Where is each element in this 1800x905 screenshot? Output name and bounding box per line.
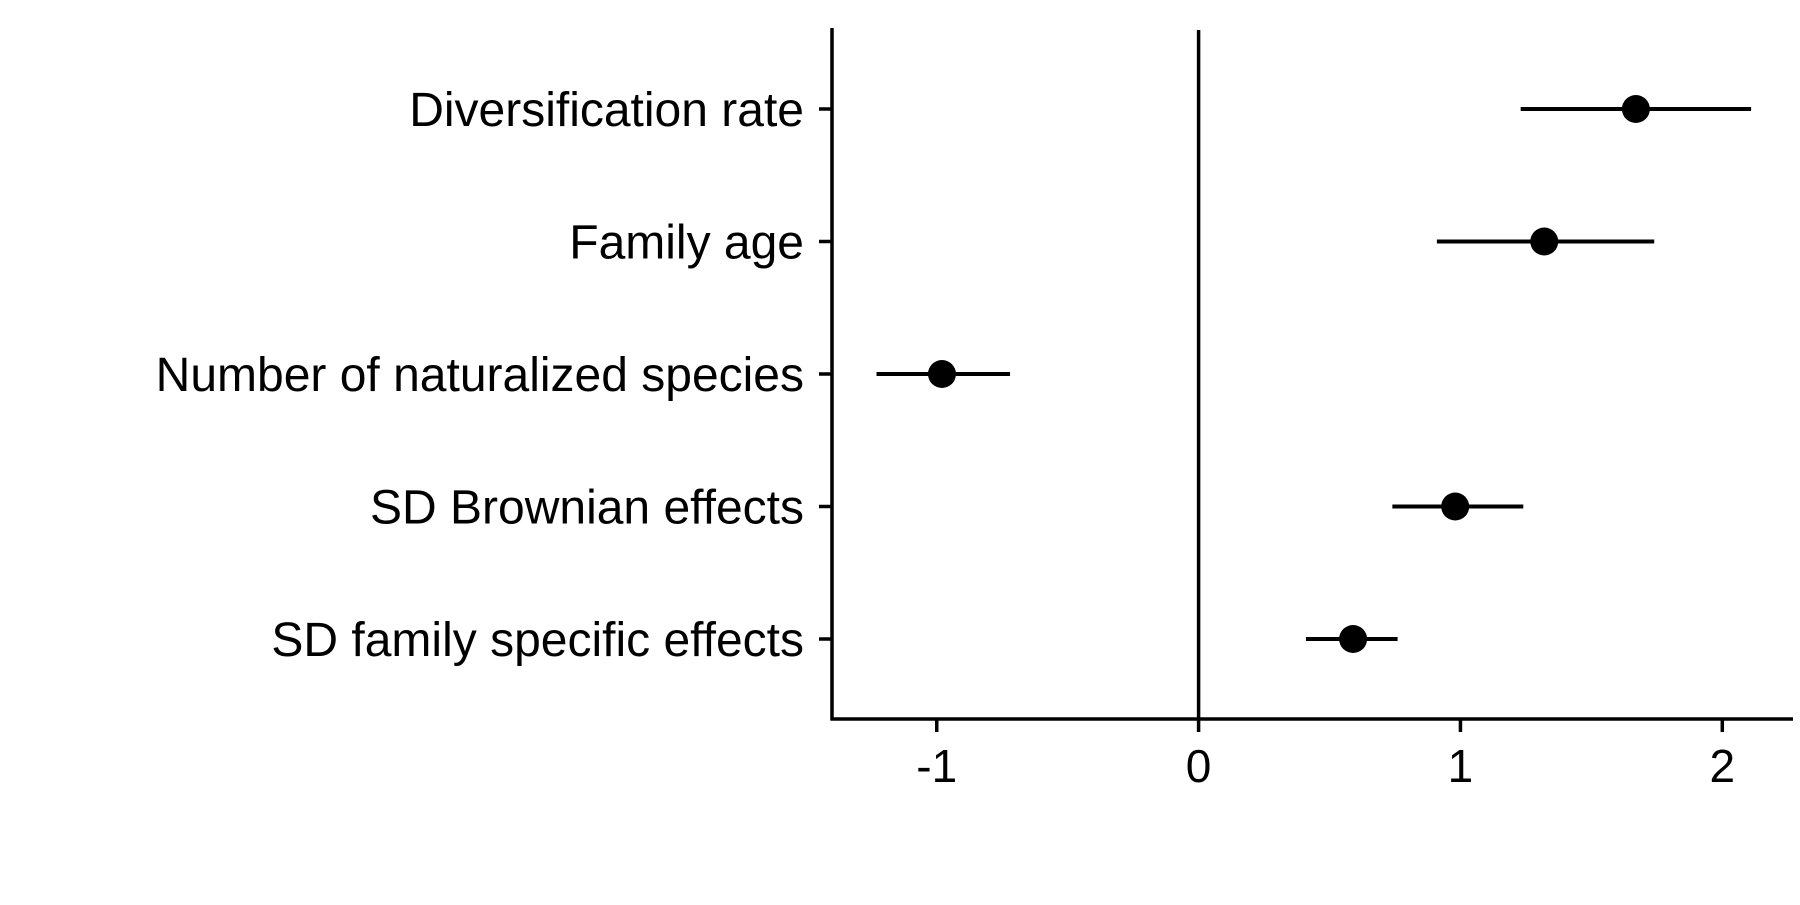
y-category-label: Diversification rate xyxy=(409,84,804,137)
y-category-label: SD family specific effects xyxy=(271,614,804,667)
point-estimate-dot xyxy=(1621,95,1650,123)
x-tick-label: -1 xyxy=(916,740,957,792)
y-category-label: Family age xyxy=(569,217,804,270)
x-tick-label: 2 xyxy=(1710,740,1736,792)
point-estimate-dot xyxy=(1441,492,1470,521)
y-category-label: Number of naturalized species xyxy=(156,349,804,402)
point-estimate-dot xyxy=(927,360,956,388)
x-tick-label: 1 xyxy=(1448,740,1474,792)
x-tick-label: 0 xyxy=(1186,740,1212,792)
point-estimate-dot xyxy=(1530,227,1559,256)
y-category-label: SD Brownian effects xyxy=(370,482,804,535)
point-estimate-dot xyxy=(1339,625,1368,653)
